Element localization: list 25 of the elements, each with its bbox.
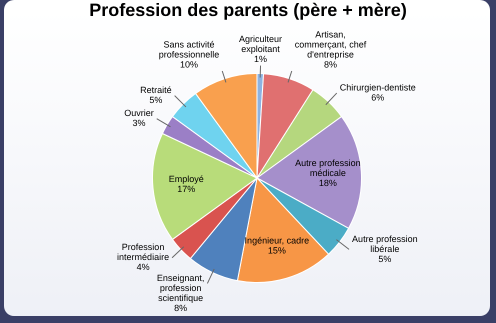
slice-label: Autre profession médicale [295, 158, 361, 178]
slice-label: Ingénieur, cadre [244, 236, 310, 246]
slice-label: Employé [168, 174, 204, 184]
data-label: 4% [136, 262, 150, 272]
data-label: 6% [371, 92, 384, 103]
slice-label: Enseignant, profession scientifique [156, 272, 204, 303]
data-label: 8% [324, 59, 338, 70]
slice-label: Autre profession libérale [352, 234, 418, 254]
data-label: 18% [318, 178, 337, 188]
data-label: 3% [132, 118, 146, 128]
data-label: 10% [180, 59, 198, 70]
data-label: 5% [149, 95, 162, 106]
chart-title: Profession des parents (père + mère) [88, 0, 408, 21]
slice-label: Agriculteur exploitant [239, 34, 282, 54]
slice-label: Profession intermédiaire [117, 242, 170, 262]
data-label: 17% [177, 184, 196, 194]
slice-label: Chirurgien-dentiste [340, 82, 416, 93]
slice-label: Retraité [140, 85, 172, 96]
data-label: 15% [268, 246, 286, 256]
slice-label: Artisan, commerçant, chef d'entreprise [294, 29, 367, 60]
slice-label: Sans activité professionnelle [158, 39, 220, 60]
data-label: 1% [254, 54, 268, 64]
data-label: 5% [378, 254, 392, 264]
data-label: 8% [174, 302, 188, 313]
slice-label: Ouvrier [124, 108, 154, 118]
